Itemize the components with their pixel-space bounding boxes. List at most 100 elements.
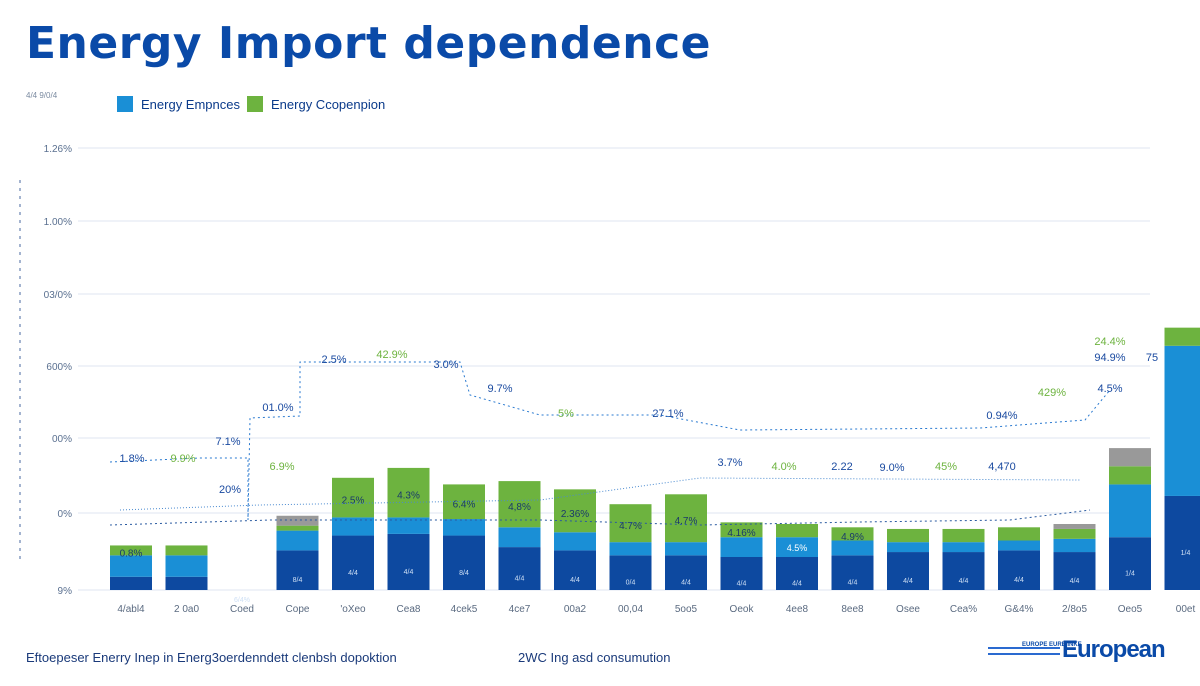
bar-segment — [387, 517, 430, 534]
annotation-label: 75 — [1146, 352, 1158, 364]
bar-segment — [831, 527, 874, 541]
bar-segment — [498, 547, 541, 590]
bar-base-label: 4/4 — [848, 580, 858, 587]
x-tick-label: Coed — [230, 604, 254, 615]
annotation-label: 2.5% — [321, 354, 346, 366]
bar-segment — [942, 552, 985, 590]
bar-base-label: 1/4 — [1125, 571, 1135, 578]
annotation-label: 20% — [219, 484, 241, 496]
annotation-label: 9.7% — [487, 383, 512, 395]
bar-segment — [1109, 466, 1151, 485]
brand-small-text: EUROPE EURE INKE — [1022, 642, 1082, 648]
brand-logo: European — [1062, 636, 1166, 663]
legend-swatch-blue — [117, 96, 133, 112]
bar-base-label: 4/4 — [903, 578, 913, 585]
y-tick-label: 0% — [58, 509, 73, 520]
bar-segment — [1053, 528, 1096, 539]
trend-line-light — [119, 477, 1081, 511]
annotation-label: 4.5% — [1097, 383, 1122, 395]
bar-segment — [332, 535, 374, 590]
bar-segment — [776, 557, 818, 590]
bar-segment — [720, 522, 763, 538]
bar-base-label: 4/4 — [959, 578, 969, 585]
annotation-label: 9.9% — [170, 453, 195, 465]
bar-segment — [332, 517, 374, 536]
bar-segment — [276, 530, 319, 551]
bar-segment — [165, 545, 208, 556]
bar-segment — [554, 489, 596, 533]
x-tick-label: 4ce7 — [509, 604, 531, 615]
bar-segment — [1164, 345, 1200, 496]
annotation-label: 429% — [1038, 387, 1066, 399]
annotation-label: 1.8% — [119, 453, 144, 465]
annotation-label: 4,470 — [988, 461, 1016, 473]
legend-item-energy-empnces: Energy Empnces — [117, 96, 240, 112]
annotation-label: 4.0% — [771, 461, 796, 473]
x-tick-label: Cea% — [950, 604, 977, 615]
x-tick-label: 4cek5 — [451, 604, 478, 615]
annotation-label: 3.7% — [717, 457, 742, 469]
bar-value-label: 4.16% — [727, 528, 755, 539]
bar-base-label: 1/4 — [1181, 550, 1191, 557]
annotation-label: 9.0% — [879, 462, 904, 474]
bar-segment — [720, 557, 763, 590]
bar-segment — [554, 532, 596, 551]
annotation-label: 27.1% — [652, 408, 683, 420]
bar-segment — [998, 550, 1040, 590]
bar-segment — [110, 576, 152, 590]
x-tick-label: 8ee8 — [841, 604, 864, 615]
x-tick-label: 2 0a0 — [174, 604, 199, 615]
bar-value-label: 4,8% — [508, 502, 531, 513]
x-tick-label: 'oXeo — [340, 604, 366, 615]
bar-segment — [276, 550, 319, 590]
bar-segment — [942, 528, 985, 543]
bar-segment — [1109, 448, 1151, 467]
x-tick-label: Oeo5 — [1118, 604, 1143, 615]
bar-value-label: 0.8% — [120, 548, 143, 559]
bar-base-label: 8/4 — [293, 577, 303, 584]
bar-segment — [1109, 537, 1151, 590]
bar-value-label: 2.36% — [561, 509, 589, 520]
x-tick-label: G&4% — [1005, 604, 1034, 615]
annotation-label: 0.94% — [986, 410, 1017, 422]
bar-segment — [665, 494, 707, 543]
x-tick-label: 00et — [1176, 604, 1196, 615]
y-tick-label: 1.00% — [44, 217, 72, 228]
y-axis-top-label: 4/4 9/0/4 — [26, 91, 58, 100]
bar-value-label: 4.7% — [619, 521, 642, 532]
bar-base-label: 6/4% — [234, 597, 250, 604]
bar-segment — [887, 542, 929, 553]
bar-value-label: 2.5% — [342, 496, 365, 507]
bar-segment — [776, 524, 818, 538]
bar-segment — [776, 537, 818, 557]
bar-base-label: 4/4 — [1070, 578, 1080, 585]
bar-base-label: 0/4 — [626, 580, 636, 587]
annotation-label: 3.0% — [433, 359, 458, 371]
bar-segment — [609, 542, 652, 556]
annotation-label: 42.9% — [376, 349, 407, 361]
annotation-label: 7.1% — [215, 436, 240, 448]
x-tick-label: 00,04 — [618, 604, 643, 615]
bar-value-label: 4.5% — [787, 543, 808, 553]
bar-segment — [887, 528, 929, 543]
side-scribble — [19, 180, 21, 560]
annotation-label: 01.0% — [262, 402, 293, 414]
bar-segment — [443, 519, 485, 536]
annotation-label: 45% — [935, 461, 957, 473]
bar-segment — [276, 515, 319, 526]
y-tick-label: 9% — [58, 586, 73, 597]
bar-segment — [1053, 552, 1096, 590]
bar-base-label: 4/4 — [737, 581, 747, 588]
bar-segment — [665, 542, 707, 556]
bar-segment — [165, 576, 208, 590]
bar-value-label: 4.7% — [675, 516, 698, 527]
y-tick-label: 03/0% — [44, 290, 72, 301]
annotation-label: 6.9% — [269, 461, 294, 473]
bar-segment — [998, 527, 1040, 541]
bar-value-label: 6.4% — [453, 500, 476, 511]
bar-segment — [1109, 484, 1151, 538]
bar-base-label: 4/4 — [681, 580, 691, 587]
bar-value-label: 4.9% — [841, 532, 864, 543]
bar-value-label: 4.3% — [397, 491, 420, 502]
y-tick-label: 1.26% — [44, 144, 72, 155]
